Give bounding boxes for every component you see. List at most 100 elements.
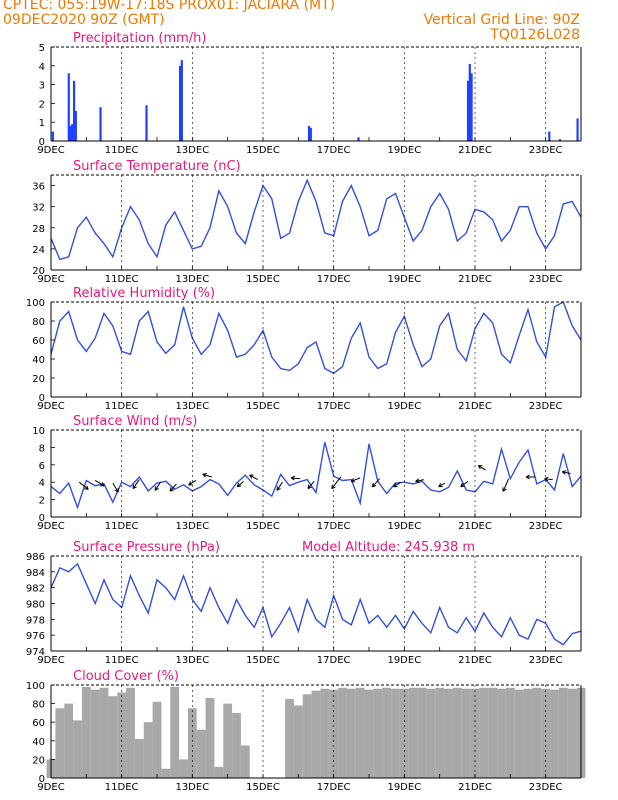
precip-bar <box>145 105 148 141</box>
cloud-bar <box>55 708 65 778</box>
cloud-bar <box>338 687 347 778</box>
y-tick-label: 20 <box>32 755 45 766</box>
cloud-bar <box>161 768 171 778</box>
cloud-bar <box>532 687 542 778</box>
cloud-bar <box>364 689 374 778</box>
x-tick-label: 21DEC <box>458 401 492 412</box>
wind-vector-arrow <box>169 483 177 492</box>
y-tick-label: 10 <box>32 426 45 437</box>
header-grid-line-info: Vertical Grid Line: 90Z <box>423 12 580 28</box>
precip-bar <box>468 63 471 141</box>
panel-cloud: 0 20 40 60 80 100 9DEC 11DEC 13DEC 15DEC 17DEC 19DE… <box>26 669 586 793</box>
panel-rh: 0 20 40 60 80 100 9DEC 11DEC 13DEC 15DEC 17DEC 19DE… <box>26 286 582 412</box>
wind-vector-arrow <box>331 476 342 490</box>
wind-vector-arrow <box>188 480 197 486</box>
precip-bar <box>470 73 473 141</box>
cloud-bar <box>223 703 233 778</box>
y-tick-label: 28 <box>32 224 45 235</box>
y-tick-label: 0 <box>39 774 45 785</box>
y-tick-label: 60 <box>32 336 45 347</box>
wind-vector-arrow <box>371 478 380 488</box>
cloud-bar <box>240 745 250 778</box>
cloud-bar <box>320 688 330 778</box>
x-tick-label: 19DEC <box>387 145 421 156</box>
cloud-bar <box>408 687 418 778</box>
y-tick-label: 0 <box>39 393 45 404</box>
wind-vector-arrow <box>202 472 212 478</box>
cloud-bar <box>452 687 462 778</box>
x-tick-label: 17DEC <box>317 145 351 156</box>
cloud-bar <box>567 688 577 778</box>
precip-bar <box>548 131 551 141</box>
precip-bar <box>72 80 76 141</box>
y-tick-label: 20 <box>32 374 45 385</box>
x-tick-label: 11DEC <box>105 274 139 285</box>
cloud-bar <box>329 689 339 778</box>
precip-bar <box>178 65 182 141</box>
cloud-bar <box>435 687 445 778</box>
wind-vector-arrow <box>236 480 244 488</box>
x-tick-label: 21DEC <box>458 782 492 793</box>
cloud-bar <box>285 698 294 778</box>
cloud-bar <box>514 689 524 778</box>
x-tick-label: 9DEC <box>37 521 64 532</box>
cloud-bar <box>426 688 436 778</box>
y-tick-label: 0 <box>39 137 45 148</box>
y-tick-label: 3 <box>39 81 45 92</box>
y-tick-label: 984 <box>26 568 45 579</box>
precip-bar <box>51 131 54 141</box>
cloud-bar <box>417 687 427 778</box>
cloud-bar <box>461 688 471 778</box>
y-tick-label: 986 <box>26 552 45 563</box>
cloud-bar <box>196 729 206 778</box>
cloud-bar <box>81 686 91 778</box>
x-tick-label: 11DEC <box>105 782 139 793</box>
wind-vector-arrow <box>561 470 571 475</box>
header-model-code: TQ0126L028 <box>490 27 580 43</box>
precip-bar <box>558 139 561 141</box>
panel-temp: 20 24 28 32 36 9DEC 11DEC 13DEC 15DEC 17DEC 19DEC 2… <box>32 159 582 285</box>
model-altitude-label: Model Altitude: 245.938 m <box>302 540 475 555</box>
precip-bar <box>71 124 74 141</box>
x-tick-label: 17DEC <box>317 655 351 666</box>
cloud-bar <box>382 687 392 778</box>
cloud-bar <box>126 687 135 778</box>
y-tick-label: 80 <box>32 700 45 711</box>
y-tick-label: 2 <box>39 99 45 110</box>
wind-vector-arrow <box>78 481 89 490</box>
cloud-bar <box>90 689 100 778</box>
wind-vector-arrow <box>415 478 424 483</box>
wind-vector-arrow <box>438 482 446 488</box>
cloud-bar <box>170 686 180 778</box>
y-tick-label: 36 <box>32 182 45 193</box>
temp-series-line <box>50 178 582 261</box>
x-tick-label: 23DEC <box>529 145 563 156</box>
wind-vector-arrow <box>132 479 140 490</box>
cloud-bar <box>293 705 303 778</box>
x-tick-label: 19DEC <box>387 782 421 793</box>
cloud-bar <box>550 689 559 778</box>
precip-bar <box>309 127 312 141</box>
y-tick-label: 976 <box>26 631 45 642</box>
header-station-info: CPTEC: 055:19W-17:18S PROX01: JACIARA (M… <box>3 0 336 13</box>
wind-title: Surface Wind (m/s) <box>73 414 197 429</box>
wind-vector-arrow <box>94 480 105 487</box>
cloud-bar <box>214 766 224 778</box>
x-tick-label: 17DEC <box>317 274 351 285</box>
x-tick-label: 17DEC <box>317 401 351 412</box>
rh-series-line <box>50 300 582 375</box>
cloud-bar <box>355 687 365 778</box>
y-tick-label: 100 <box>26 298 45 309</box>
x-tick-label: 11DEC <box>105 655 139 666</box>
wind-vector-arrow <box>477 465 486 471</box>
wind-vector-arrow <box>249 474 258 481</box>
precip-bar <box>307 125 311 141</box>
wind-vector-arrow <box>307 481 315 489</box>
cloud-bar <box>479 687 489 778</box>
cloud-bar <box>505 687 515 778</box>
cloud-bar <box>179 759 188 778</box>
cloud-bar <box>64 703 74 778</box>
x-tick-label: 11DEC <box>105 145 139 156</box>
y-tick-label: 978 <box>26 615 45 626</box>
